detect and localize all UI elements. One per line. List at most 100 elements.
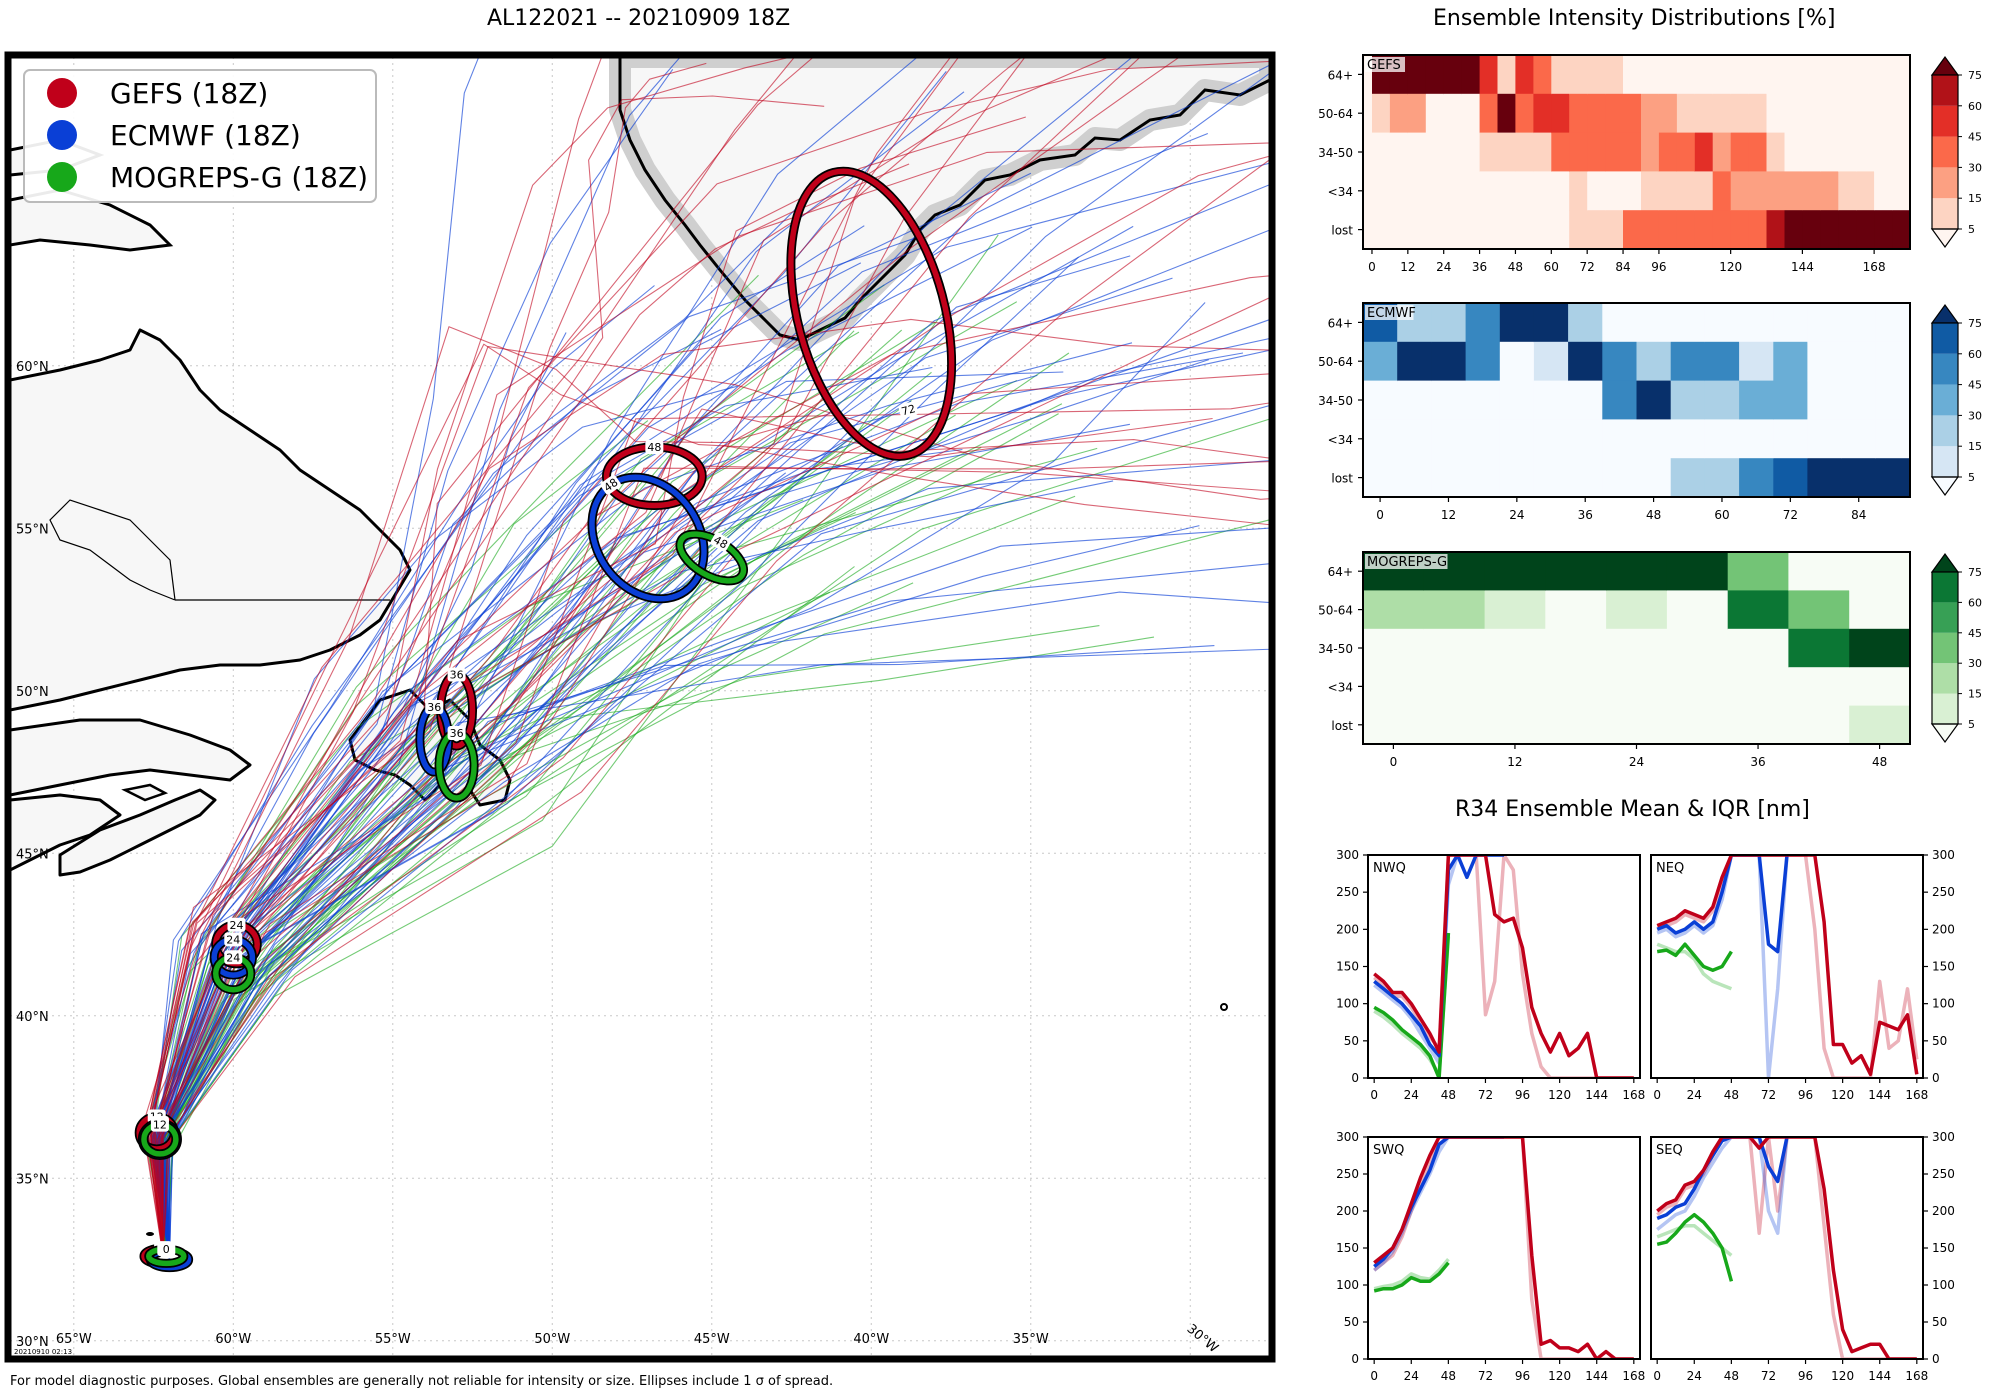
heatmap-cell [1443, 132, 1463, 172]
heatmap-cell [1551, 210, 1570, 250]
heatmap-cell [1545, 590, 1607, 630]
heatmap-cell [1605, 210, 1624, 250]
r34-y-tick-label: 100 [1336, 997, 1359, 1011]
heatmap-row-label: 64+ [1328, 565, 1353, 579]
heatmap-cell [1397, 341, 1432, 382]
spread-ellipse-mogreps-48: 48 [675, 529, 748, 586]
heatmap-x-tick-label: 48 [1646, 508, 1661, 522]
heatmap-cell [1431, 341, 1467, 382]
heatmap-cell [1569, 55, 1588, 95]
r34-x-tick-label: 24 [1404, 1369, 1419, 1383]
heatmap-cell [1730, 93, 1750, 134]
r34-x-tick-label: 72 [1761, 1088, 1776, 1102]
heatmap-cell [1499, 380, 1535, 420]
ellipse-label: 48 [711, 533, 730, 551]
heatmap-cell [1533, 93, 1552, 134]
heatmap-cell [1606, 552, 1668, 591]
heatmap-cell [1730, 210, 1750, 250]
heatmap-cell [1666, 590, 1729, 630]
heatmap-cell [1670, 380, 1706, 420]
r34-x-tick-label: 120 [1548, 1369, 1571, 1383]
heatmap-cell [1425, 171, 1445, 211]
heatmap-cell [1389, 132, 1409, 172]
heatmap-cell [1704, 458, 1740, 498]
heatmap-cell [1397, 380, 1432, 420]
r34-y-tick-label: 150 [1932, 960, 1955, 974]
heatmap-cell [1568, 341, 1603, 382]
ellipse-label: 0 [163, 1243, 170, 1256]
heatmap-cell [1773, 380, 1809, 420]
ellipse-label: 72 [900, 402, 917, 418]
heatmap-cell [1484, 590, 1546, 630]
heatmap-cell [1658, 171, 1678, 211]
heatmap-cell [1802, 132, 1821, 172]
heatmap-cell [1363, 628, 1425, 668]
heatmap-cell [1874, 171, 1893, 211]
spread-ellipse-mogreps-0: 0 [144, 1242, 189, 1268]
heatmap-cell [1407, 93, 1427, 134]
heatmap-row-label: lost [1331, 224, 1353, 238]
heatmap-x-tick-label: 12 [1400, 260, 1415, 274]
heatmap-cell [1727, 705, 1790, 745]
ellipse-label-bg [645, 440, 664, 454]
heatmap-cell [1533, 419, 1569, 459]
heatmap-cell [1372, 210, 1391, 250]
heatmap-cell [1658, 132, 1678, 172]
colorbar-segment [1932, 632, 1958, 664]
heatmap-cell [1407, 171, 1427, 211]
colorbar-segment [1932, 602, 1958, 633]
heatmap-cell [1849, 705, 1911, 745]
colorbar-tick-label: 15 [1968, 688, 1982, 701]
ensemble-member-track-gefs [150, 318, 1270, 1257]
heatmap-cell [1623, 210, 1642, 250]
r34-frame [1650, 1136, 1924, 1360]
heatmap-row-label: <34 [1328, 433, 1353, 447]
heatmap-cell [1727, 590, 1790, 630]
ellipse-label-bg [710, 532, 731, 552]
heatmap-cell [1788, 552, 1850, 591]
heatmap-cell [1802, 210, 1821, 250]
heatmap-cell [1389, 93, 1409, 134]
heatmap-cell [1497, 171, 1516, 211]
map-background [8, 55, 1272, 1359]
ensemble-title: Ensemble Intensity Distributions [%] [1433, 6, 1836, 31]
legend-label-gefs: GEFS (18Z) [110, 77, 268, 110]
heatmap-x-tick-label: 60 [1544, 260, 1559, 274]
heatmap-cell [1636, 380, 1672, 420]
r34-y-tick-label: 300 [1336, 1130, 1359, 1144]
heatmap-cell [1443, 93, 1463, 134]
heatmap-cell [1636, 303, 1672, 343]
heatmap-cell [1773, 419, 1809, 459]
nova-scotia-land [58, 788, 217, 877]
lat-tick-label: 50°N [16, 685, 49, 700]
r34-y-tick-label: 0 [1351, 1352, 1359, 1366]
colorbar-segment [1932, 415, 1958, 447]
new-brunswick-land [10, 793, 122, 872]
heatmap-cell [1856, 171, 1875, 211]
heatmap-cell [1802, 171, 1821, 211]
heatmap-cell [1372, 171, 1391, 211]
heatmap-x-tick-label: 24 [1436, 260, 1451, 274]
lat-tick-label: 45°N [16, 847, 49, 862]
heatmap-cell [1712, 55, 1732, 95]
heatmap-row-label: 34-50 [1318, 146, 1353, 160]
heatmap-cell [1892, 132, 1911, 172]
heatmap-cell [1363, 380, 1398, 420]
colorbar-tick-label: 45 [1968, 131, 1982, 144]
heatmap-cell [1602, 303, 1638, 343]
r34-nwq: NWQ 0 24 48 72 96 120 144 168 0 50 100 150 200 250 300 [1336, 848, 1645, 1102]
heatmap-x-tick-label: 0 [1368, 260, 1376, 274]
lon-tick-label: 55°W [375, 1332, 411, 1347]
r34-spread-line-gefs [1373, 1137, 1634, 1359]
heatmap-cell [1497, 55, 1516, 95]
ensemble-member-track-gefs [162, 296, 1270, 1257]
r34-x-tick-label: 24 [1687, 1369, 1702, 1383]
r34-x-tick-label: 168 [1622, 1088, 1645, 1102]
spread-ellipse-mogreps-12: 12 [139, 1117, 181, 1159]
heatmap-cell [1606, 667, 1668, 707]
heatmap-row-label: 34-50 [1318, 642, 1353, 656]
ellipse-label-bg [150, 1117, 169, 1132]
legend-marker-mogreps [47, 162, 77, 192]
heatmap-x-tick-label: 0 [1390, 755, 1398, 769]
